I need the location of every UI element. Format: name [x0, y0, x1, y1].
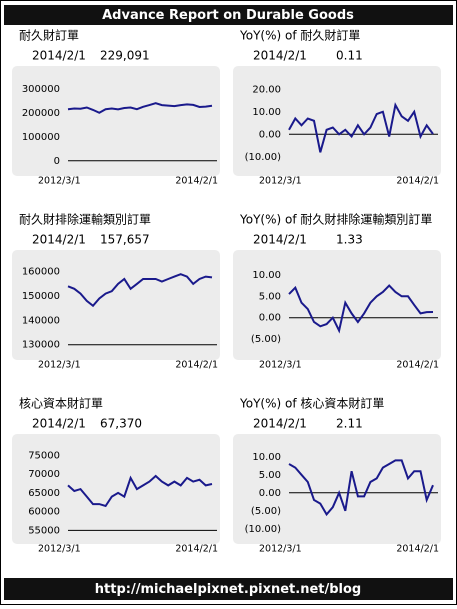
footer-url: http://michaelpixnet.pixnet.net/blog [95, 582, 361, 597]
y-tick-label: 10.00 [252, 107, 281, 118]
y-tick-label: (5.00) [251, 506, 281, 517]
y-tick-label: (5.00) [251, 334, 281, 345]
note-value: 2.11 [336, 417, 363, 431]
series-line [67, 273, 213, 308]
y-tick-label: 100000 [22, 132, 60, 143]
x-tick-label: 2014/2/1 [396, 176, 439, 187]
series-line [288, 102, 434, 153]
header-title: Advance Report on Durable Goods [102, 8, 354, 23]
x-tick-label: 2014/2/1 [396, 544, 439, 555]
y-tick-label: 0.00 [259, 129, 281, 140]
series-line [67, 102, 213, 114]
y-tick-label: 60000 [28, 507, 60, 518]
series-line [67, 474, 213, 508]
plot-area [233, 66, 441, 176]
note-value: 229,091 [100, 49, 150, 63]
y-tick-label: 140000 [22, 315, 60, 326]
y-tick-label: (10.00) [245, 152, 282, 163]
note-date: 2014/2/1 [32, 233, 86, 247]
plot-area [233, 434, 441, 544]
y-tick-label: 10.00 [252, 270, 281, 281]
x-tick-label: 2012/3/1 [259, 176, 302, 187]
y-tick-label: 130000 [22, 340, 60, 351]
x-tick-label: 2012/3/1 [38, 544, 81, 555]
y-tick-label: 150000 [22, 291, 60, 302]
chart-title: 耐久財排除運輸類別訂單 [19, 212, 151, 227]
y-tick-label: 0 [54, 156, 60, 167]
plot-area [12, 66, 220, 176]
y-tick-label: 0.00 [259, 313, 281, 324]
x-tick-label: 2014/2/1 [396, 360, 439, 371]
y-tick-label: (10.00) [245, 524, 282, 535]
note-value: 0.11 [336, 49, 363, 63]
chart-title: 耐久財訂單 [19, 28, 79, 43]
chart-title: 核心資本財訂單 [19, 396, 103, 411]
chart-title: YoY(%) of 耐久財訂單 [239, 28, 360, 43]
y-tick-label: 20.00 [252, 84, 281, 95]
plot-area [12, 434, 220, 544]
footer-bar [4, 578, 453, 600]
x-tick-label: 2014/2/1 [175, 176, 218, 187]
y-tick-label: 5.00 [259, 470, 281, 481]
note-date: 2014/2/1 [32, 49, 86, 63]
note-date: 2014/2/1 [253, 49, 307, 63]
y-tick-label: 65000 [28, 488, 60, 499]
x-tick-label: 2012/3/1 [259, 544, 302, 555]
y-tick-label: 0.00 [259, 488, 281, 499]
note-value: 1.33 [336, 233, 363, 247]
y-tick-label: 300000 [22, 84, 60, 95]
plot-area [12, 250, 220, 360]
y-tick-label: 5.00 [259, 291, 281, 302]
x-tick-label: 2014/2/1 [175, 544, 218, 555]
note-date: 2014/2/1 [32, 417, 86, 431]
header-bar [4, 5, 453, 25]
y-tick-label: 70000 [28, 469, 60, 480]
chart-title: YoY(%) of 耐久財排除運輸類別訂單 [239, 212, 432, 227]
x-tick-label: 2012/3/1 [259, 360, 302, 371]
y-tick-label: 160000 [22, 267, 60, 278]
note-value: 157,657 [100, 233, 150, 247]
note-value: 67,370 [100, 417, 142, 431]
series-line [288, 459, 434, 517]
note-date: 2014/2/1 [253, 233, 307, 247]
y-tick-label: 200000 [22, 108, 60, 119]
x-tick-label: 2012/3/1 [38, 360, 81, 371]
y-tick-label: 10.00 [252, 452, 281, 463]
plot-area [233, 250, 441, 360]
chart-title: YoY(%) of 核心資本財訂單 [239, 396, 384, 411]
x-tick-label: 2012/3/1 [38, 176, 81, 187]
note-date: 2014/2/1 [253, 417, 307, 431]
x-tick-label: 2014/2/1 [175, 360, 218, 371]
series-line [288, 284, 434, 334]
y-tick-label: 55000 [28, 525, 60, 536]
y-tick-label: 75000 [28, 450, 60, 461]
